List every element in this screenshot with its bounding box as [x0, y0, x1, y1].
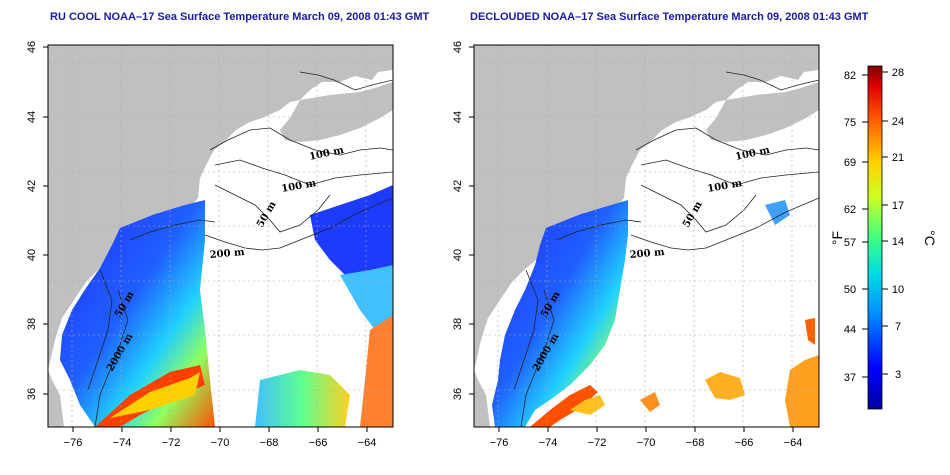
lat-lon-grid [48, 45, 393, 427]
left-map-panel: 100 m 100 m 50 m 200 m 50 m 2000 m [26, 41, 394, 449]
lon-tick-label: −72 [588, 437, 607, 449]
lat-tick-label: 40 [452, 249, 464, 261]
lon-tick-label: −74 [539, 437, 558, 449]
celsius-tick: 28 [892, 67, 904, 79]
lat-tick-label: 42 [26, 180, 38, 192]
fahrenheit-tick: 50 [844, 284, 856, 296]
lon-tick-label: −66 [735, 437, 754, 449]
right-map-panel: 100 m 100 m 50 m 200 m 50 m 2000 m [452, 41, 820, 449]
lon-tick-label: −66 [309, 437, 328, 449]
fahrenheit-tick: 57 [844, 237, 856, 249]
lat-tick-label: 38 [26, 318, 38, 330]
contour-label: 200 m [209, 247, 245, 261]
contour-label: 200 m [629, 247, 665, 261]
lat-tick-label: 38 [452, 318, 464, 330]
celsius-tick: 17 [892, 200, 904, 212]
celsius-tick: 10 [892, 284, 904, 296]
lat-tick-label: 46 [26, 41, 38, 53]
lat-tick-label: 46 [452, 41, 464, 53]
lon-tick-label: −68 [686, 437, 705, 449]
fahrenheit-tick: 37 [844, 372, 856, 384]
lon-tick-label: −70 [637, 437, 656, 449]
fahrenheit-tick: 75 [844, 117, 856, 129]
celsius-tick: 3 [895, 369, 901, 381]
fahrenheit-unit-label: °F [829, 231, 845, 245]
fahrenheit-tick: 82 [844, 70, 856, 82]
lon-tick-label: −74 [113, 437, 132, 449]
celsius-tick: 21 [892, 152, 904, 164]
land-mass [48, 45, 393, 370]
sst-field-cold [60, 200, 215, 427]
fahrenheit-tick: 62 [844, 204, 856, 216]
lat-tick-label: 42 [452, 180, 464, 192]
celsius-tick: 24 [892, 116, 904, 128]
fahrenheit-tick: 44 [844, 324, 856, 336]
lon-tick-label: −64 [358, 437, 377, 449]
lon-tick-label: −72 [162, 437, 181, 449]
lon-tick-label: −64 [784, 437, 803, 449]
lat-tick-label: 44 [452, 111, 464, 123]
left-map-title: RU COOL NOAA–17 Sea Surface Temperature … [50, 11, 430, 23]
sst-field-declouded [492, 200, 628, 427]
right-map-title: DECLOUDED NOAA–17 Sea Surface Temperatur… [470, 11, 869, 23]
fahrenheit-tick: 69 [844, 157, 856, 169]
celsius-tick: 14 [892, 236, 904, 248]
lon-tick-label: −68 [260, 437, 279, 449]
lat-tick-label: 44 [26, 111, 38, 123]
celsius-unit-label: °C [922, 230, 938, 246]
celsius-tick: 7 [895, 321, 901, 333]
lon-tick-label: −70 [211, 437, 230, 449]
bathymetry-contours [87, 71, 393, 427]
lon-tick-label: −76 [490, 437, 509, 449]
temperature-colorbar: 82 75 69 62 57 50 44 37 28 24 21 17 14 1… [829, 65, 938, 410]
lat-tick-label: 36 [26, 388, 38, 400]
lat-tick-label: 36 [452, 388, 464, 400]
lon-tick-label: −76 [64, 437, 83, 449]
lat-tick-label: 40 [26, 249, 38, 261]
